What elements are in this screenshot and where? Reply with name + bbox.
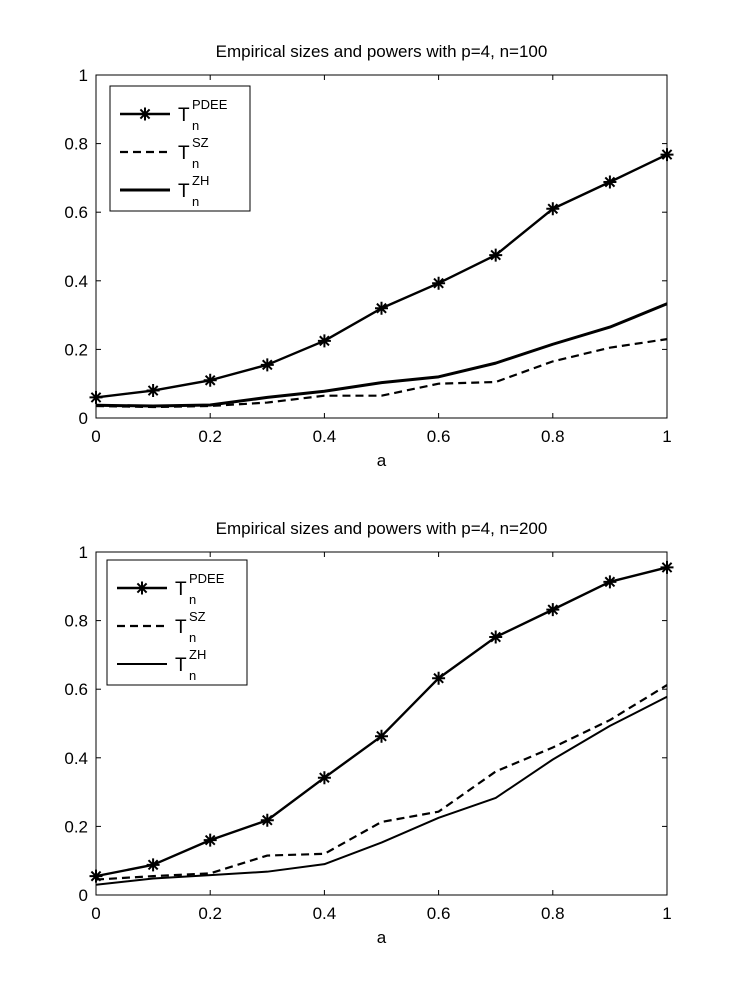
x-axis-label: a	[377, 451, 387, 470]
data-point-marker	[546, 603, 560, 617]
series-line-zh	[95, 695, 668, 886]
x-axis-label: a	[377, 928, 387, 947]
plot-frame	[95, 74, 668, 419]
y-tick-label: 0	[79, 409, 88, 428]
legend-symbol: T	[175, 617, 187, 638]
chart-top: Empirical sizes and powers with p=4, n=1…	[64, 42, 674, 470]
chart-title: Empirical sizes and powers with p=4, n=2…	[216, 519, 548, 538]
y-tick-label: 0.4	[64, 749, 88, 768]
y-tick-label: 0.2	[64, 340, 88, 359]
legend-marker	[135, 581, 149, 595]
x-tick-label: 0.6	[427, 427, 451, 446]
legend-symbol: T	[175, 655, 187, 676]
y-tick-label: 0.8	[64, 135, 88, 154]
legend-subscript: n	[189, 592, 196, 607]
data-point-marker	[660, 148, 674, 162]
legend-subscript: n	[189, 668, 196, 683]
legend-superscript: SZ	[192, 135, 209, 150]
y-tick-label: 1	[79, 66, 88, 85]
chart-title: Empirical sizes and powers with p=4, n=1…	[216, 42, 548, 61]
x-tick-label: 0	[91, 904, 100, 923]
x-tick-label: 0.6	[427, 904, 451, 923]
data-point-marker	[375, 729, 388, 743]
series-line-zh	[95, 302, 668, 408]
y-tick-label: 0.8	[64, 612, 88, 631]
data-point-marker	[489, 248, 503, 262]
x-tick-label: 0.4	[313, 904, 337, 923]
data-point-marker	[660, 560, 674, 574]
data-point-marker	[603, 175, 617, 189]
legend-superscript: ZH	[189, 647, 206, 662]
x-tick-label: 0.8	[541, 427, 565, 446]
y-tick-label: 0.6	[64, 203, 88, 222]
legend-subscript: n	[192, 118, 199, 133]
data-point-marker	[89, 390, 103, 404]
x-tick-label: 0	[91, 427, 100, 446]
series-line-sz	[95, 338, 668, 409]
y-tick-label: 0.4	[64, 272, 88, 291]
data-point-marker	[432, 276, 446, 290]
data-point-marker	[89, 869, 103, 883]
data-point-marker	[317, 771, 331, 785]
legend-superscript: PDEE	[189, 571, 225, 586]
y-tick-label: 1	[79, 543, 88, 562]
x-tick-label: 0.8	[541, 904, 565, 923]
data-point-marker	[146, 384, 160, 398]
data-point-marker	[260, 358, 274, 372]
x-tick-label: 1	[662, 904, 671, 923]
y-tick-label: 0.2	[64, 817, 88, 836]
legend-subscript: n	[189, 630, 196, 645]
y-tick-label: 0.6	[64, 680, 88, 699]
legend-superscript: SZ	[189, 609, 206, 624]
legend-subscript: n	[192, 156, 199, 171]
chart-bottom: Empirical sizes and powers with p=4, n=2…	[64, 519, 674, 947]
legend-symbol: T	[175, 579, 187, 600]
legend-symbol: T	[178, 143, 190, 164]
data-point-marker	[603, 575, 617, 589]
data-point-marker	[203, 373, 217, 387]
data-point-marker	[489, 630, 503, 644]
legend-superscript: ZH	[192, 173, 209, 188]
data-point-marker	[546, 202, 560, 216]
legend-marker	[138, 107, 152, 121]
legend-symbol: T	[178, 181, 190, 202]
plot-frame	[95, 551, 668, 896]
y-tick-label: 0	[79, 886, 88, 905]
legend-symbol: T	[178, 105, 190, 126]
data-point-marker	[375, 301, 388, 315]
legend-subscript: n	[192, 194, 199, 209]
data-point-marker	[203, 833, 217, 847]
data-point-marker	[317, 334, 331, 348]
legend-superscript: PDEE	[192, 97, 228, 112]
x-tick-label: 0.2	[198, 904, 222, 923]
data-point-marker	[146, 858, 160, 872]
series-line-sz	[95, 684, 668, 881]
x-tick-label: 0.4	[313, 427, 337, 446]
x-tick-label: 1	[662, 427, 671, 446]
x-tick-label: 0.2	[198, 427, 222, 446]
data-point-marker	[260, 813, 274, 827]
data-point-marker	[432, 671, 446, 685]
